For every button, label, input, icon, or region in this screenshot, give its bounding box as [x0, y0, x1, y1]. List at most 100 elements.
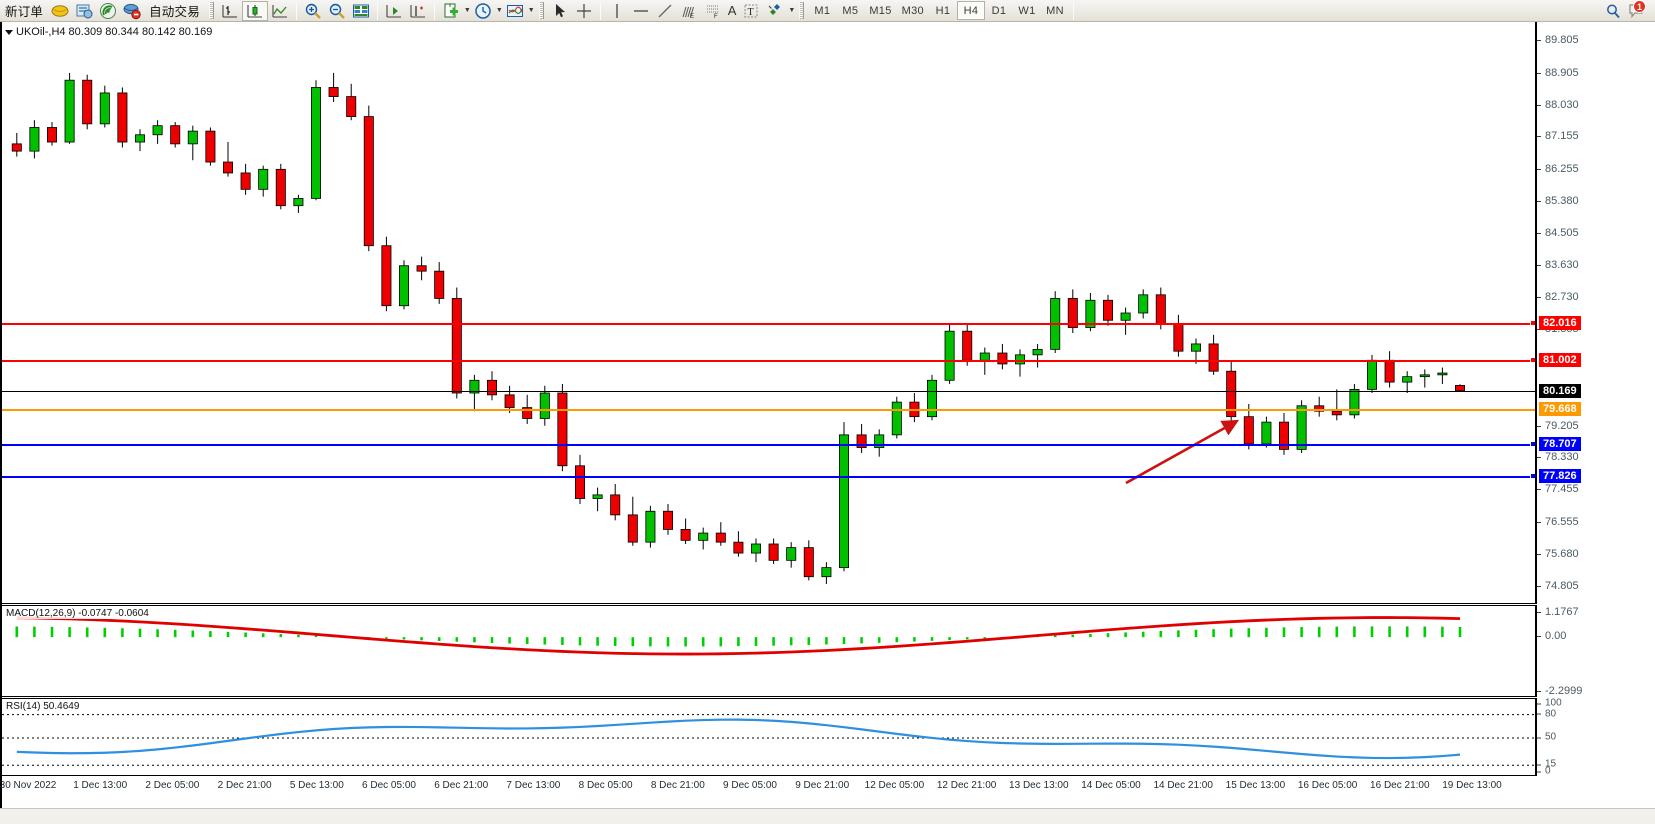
toolbar-grip-3[interactable] [799, 2, 805, 19]
periodicity-chevron-down-icon[interactable]: ▼ [495, 7, 503, 14]
chat-badge-count: 1 [1633, 0, 1646, 13]
price-tag-pivot: 79.668 [1539, 401, 1581, 416]
time-tick: 14 Dec 05:00 [1081, 780, 1141, 791]
main-toolbar: 新订单 [0, 0, 1655, 22]
text-label-icon[interactable]: T [739, 1, 763, 21]
rsi-label: RSI(14) 50.4649 [6, 701, 80, 712]
chart-grid-icon[interactable] [349, 1, 373, 21]
timeframe-h4[interactable]: H4 [956, 1, 985, 20]
auto-trading-icon[interactable] [120, 1, 144, 21]
rsi-series [2, 714, 1535, 766]
signal-icon[interactable] [96, 1, 120, 21]
templates-chevron-down-icon[interactable]: ▼ [527, 7, 535, 14]
toolbar-separator-2 [376, 1, 378, 20]
time-tick: 5 Dec 13:00 [289, 780, 344, 791]
rsi-tick: 15 [1537, 759, 1556, 770]
objects-chevron-down-icon[interactable]: ▼ [788, 7, 796, 14]
macd-scale[interactable]: 1.1767 0.00 -2.2999 [1535, 605, 1655, 697]
price-tick: 85.380 [1537, 195, 1579, 207]
toolbar-separator-4 [599, 1, 601, 20]
chart-area[interactable]: UKOil-,H4 80.309 80.344 80.142 80.169 [0, 22, 1655, 824]
rsi-tick: 0 [1537, 766, 1551, 776]
svg-text:F: F [714, 14, 718, 20]
timeframe-m30[interactable]: M30 [901, 4, 924, 17]
time-tick: 19 Dec 13:00 [1442, 780, 1502, 791]
toolbar-separator-1 [295, 1, 297, 20]
text-icon[interactable]: A [727, 3, 737, 18]
time-tick: 16 Dec 05:00 [1297, 780, 1358, 791]
timeframe-mn[interactable]: MN [1046, 4, 1064, 17]
horizontal-line-icon[interactable] [629, 1, 653, 21]
price-tag-support-2: 77.826 [1539, 468, 1581, 483]
shift-end-icon[interactable] [406, 1, 430, 21]
price-tick: 77.455 [1537, 483, 1579, 495]
price-tag-resistance-2: 82.016 [1539, 316, 1581, 331]
candlestick-type-icon[interactable] [241, 0, 268, 21]
add-indicator-chevron-down-icon[interactable]: ▼ [463, 7, 471, 14]
price-tag-current-price: 80.169 [1539, 383, 1581, 398]
time-tick: 14 Dec 21:00 [1153, 780, 1213, 791]
objects-icon[interactable] [763, 1, 787, 21]
timeframe-w1[interactable]: W1 [1018, 4, 1036, 17]
macd-tick: 1.1767 [1537, 606, 1579, 618]
price-scale[interactable]: 89.805 88.905 88.030 87.155 86.255 85.380 84.5… [1535, 22, 1655, 604]
chat-icon[interactable]: 1 [1625, 0, 1646, 20]
toolbar-separator-3 [433, 1, 435, 20]
rsi-pane[interactable]: RSI(14) 50.4649 [2, 698, 1536, 776]
price-tick: 76.555 [1537, 516, 1579, 528]
time-tick: 9 Dec 21:00 [795, 780, 850, 791]
time-scale[interactable]: 30 Nov 2022 1 Dec 13:00 2 Dec 05:00 2 Dec 2… [0, 777, 1536, 797]
auto-trading-label-wrap[interactable]: 自动交易 [144, 1, 205, 21]
periodicity-icon[interactable] [471, 1, 495, 21]
svg-text:E: E [690, 14, 694, 20]
toolbar-grip-2[interactable] [538, 2, 544, 19]
zoom-in-icon[interactable] [301, 1, 325, 21]
price-tick: 74.805 [1537, 580, 1579, 592]
fibonacci-icon[interactable]: F [701, 1, 725, 21]
elliott-wave-icon[interactable]: E [677, 1, 701, 21]
rsi-scale[interactable]: 100 80 50 15 0 [1535, 698, 1655, 776]
time-tick: 9 Dec 05:00 [723, 780, 777, 791]
macd-tick: 0.00 [1537, 630, 1566, 642]
auto-trading-label: 自动交易 [149, 5, 200, 19]
zoom-out-icon[interactable] [325, 1, 349, 21]
price-tag-support-1: 78.707 [1539, 436, 1581, 451]
bar-chart-icon[interactable] [48, 1, 72, 21]
status-bar [0, 808, 1655, 824]
toolbar-grip-1[interactable] [208, 2, 214, 19]
macd-tick: -2.2999 [1537, 685, 1582, 697]
time-tick: 6 Dec 05:00 [362, 780, 416, 791]
timeframe-m15[interactable]: M15 [869, 4, 892, 17]
timeframe-m1[interactable]: M1 [814, 4, 831, 17]
templates-icon[interactable] [503, 1, 527, 21]
time-tick: 1 Dec 13:00 [73, 780, 128, 791]
chart-menu-triangle-icon[interactable] [5, 30, 13, 35]
timeframe-h1[interactable]: H1 [935, 4, 951, 17]
price-tick: 79.205 [1537, 420, 1579, 432]
time-tick: 7 Dec 13:00 [506, 780, 561, 791]
scroll-end-icon[interactable] [382, 1, 406, 21]
trendline-icon[interactable] [653, 1, 677, 21]
price-tick: 82.730 [1537, 291, 1579, 303]
time-tick: 30 Nov 2022 [0, 780, 57, 791]
time-tick: 15 Dec 13:00 [1225, 780, 1286, 791]
time-tick: 12 Dec 05:00 [864, 780, 925, 791]
candlestick-series [11, 72, 1466, 584]
cursor-icon[interactable] [548, 1, 572, 21]
crosshair-icon[interactable] [572, 1, 596, 21]
line-chart-type-icon[interactable] [268, 1, 292, 21]
macd-label: MACD(12,26,9) -0.0747 -0.0604 [6, 608, 149, 619]
price-tick: 87.155 [1537, 130, 1579, 142]
bar-chart-type-icon[interactable] [218, 1, 242, 21]
price-tag-resistance-1: 81.002 [1539, 353, 1581, 368]
timeframe-d1[interactable]: D1 [991, 4, 1007, 17]
add-indicator-icon[interactable] [439, 1, 463, 21]
vertical-line-icon[interactable] [605, 1, 629, 21]
new-order-button[interactable]: 新订单 [0, 1, 48, 21]
rsi-tick: 50 [1537, 732, 1556, 743]
timeframe-m5[interactable]: M5 [842, 4, 859, 17]
macd-pane[interactable]: MACD(12,26,9) -0.0747 -0.0604 [2, 605, 1536, 697]
price-pane[interactable]: UKOil-,H4 80.309 80.344 80.142 80.169 [2, 22, 1536, 604]
cloud-icon[interactable] [72, 1, 96, 21]
search-icon[interactable] [1601, 1, 1625, 21]
